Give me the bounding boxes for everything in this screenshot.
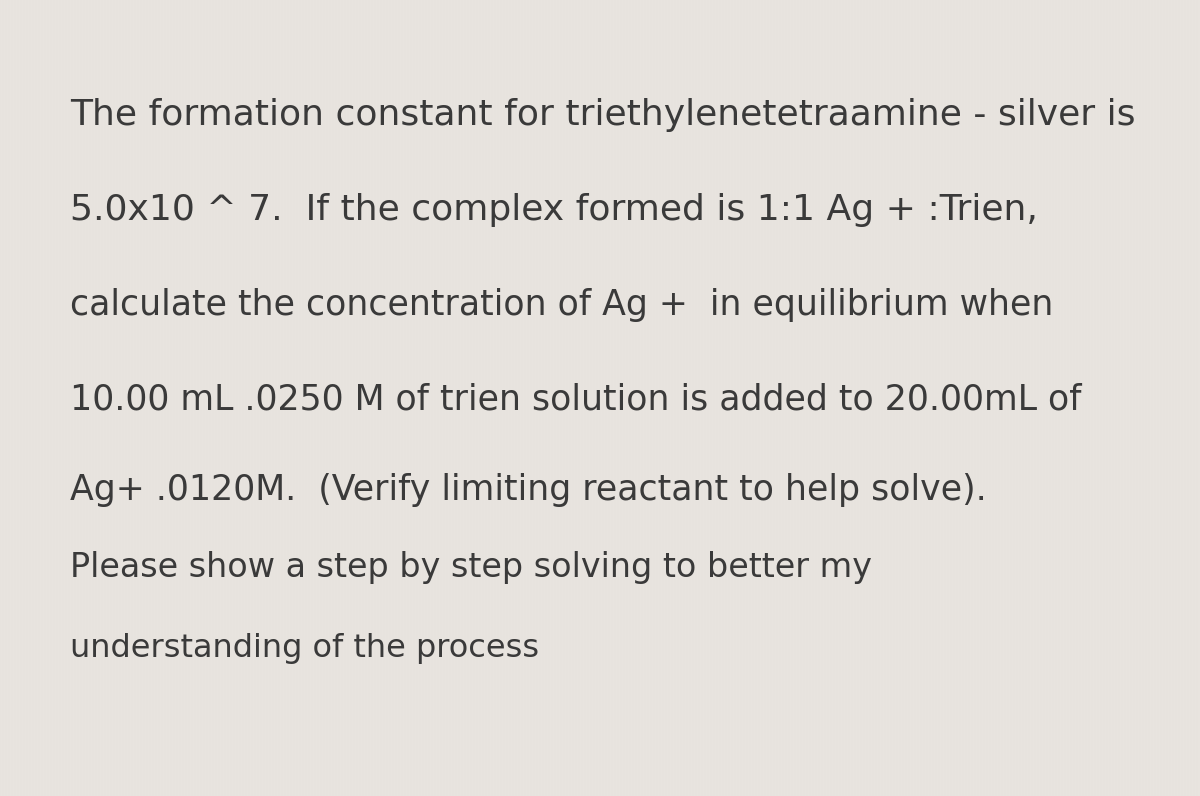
Text: Please show a step by step solving to better my: Please show a step by step solving to be… [70, 552, 872, 584]
Text: 5.0x10 ^ 7.  If the complex formed is 1:1 Ag + :Trien,: 5.0x10 ^ 7. If the complex formed is 1:1… [70, 193, 1038, 227]
Text: Ag+ .0120M.  (Verify limiting reactant to help solve).: Ag+ .0120M. (Verify limiting reactant to… [70, 473, 986, 507]
Text: 10.00 mL .0250 M of trien solution is added to 20.00mL of: 10.00 mL .0250 M of trien solution is ad… [70, 383, 1081, 417]
Text: The formation constant for triethylenetetraamine - silver is: The formation constant for triethylenete… [70, 98, 1135, 132]
Text: calculate the concentration of Ag +  in equilibrium when: calculate the concentration of Ag + in e… [70, 288, 1054, 322]
Text: understanding of the process: understanding of the process [70, 633, 539, 664]
